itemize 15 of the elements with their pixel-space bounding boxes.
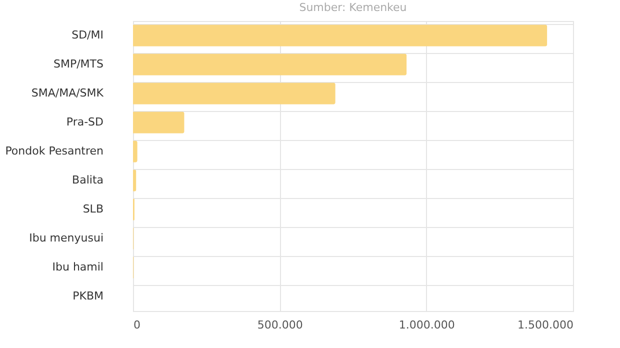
y-tick-label: Pra-SD [66,116,104,128]
y-tick-label: SLB [82,202,104,216]
y-tick-label: SMP/MTS [53,58,104,70]
y-tick-label: Pondok Pesantren [5,144,104,158]
y-tick-label: Ibu menyusui [29,232,104,244]
chart-subtitle: Sumber: Kemenkeu [299,1,407,14]
x-tick-label: 1.000.000 [398,318,455,332]
x-tick-label: 500.000 [257,318,303,332]
x-tick-label: 1.500.000 [518,318,574,332]
y-tick-label: SMA/MA/SMK [31,86,104,100]
y-tick-label: SD/MI [72,28,104,42]
y-tick-label: PKBM [72,290,104,302]
y-tick-label: Ibu hamil [52,260,104,274]
y-tick-label: Balita [72,174,104,186]
x-tick-label: 0 [134,318,140,332]
